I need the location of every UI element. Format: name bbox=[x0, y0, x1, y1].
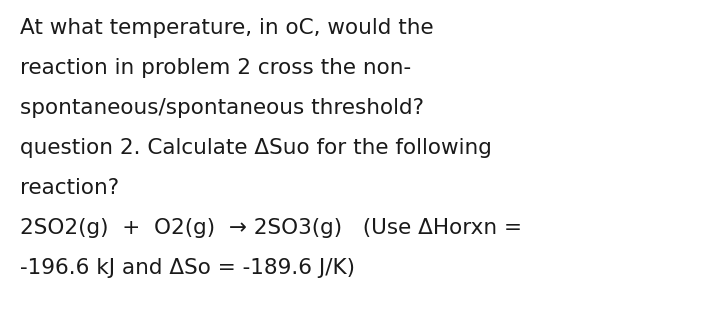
Text: At what temperature, in oC, would the: At what temperature, in oC, would the bbox=[20, 18, 433, 38]
Text: reaction?: reaction? bbox=[20, 178, 119, 198]
Text: reaction in problem 2 cross the non-: reaction in problem 2 cross the non- bbox=[20, 58, 411, 78]
Text: -196.6 kJ and ΔSo = -189.6 J/K): -196.6 kJ and ΔSo = -189.6 J/K) bbox=[20, 258, 355, 278]
Text: 2SO2(g)  +  O2(g)  → 2SO3(g)   (Use ΔHorxn =: 2SO2(g) + O2(g) → 2SO3(g) (Use ΔHorxn = bbox=[20, 218, 522, 238]
Text: spontaneous/spontaneous threshold?: spontaneous/spontaneous threshold? bbox=[20, 98, 424, 118]
Text: question 2. Calculate ΔSuo for the following: question 2. Calculate ΔSuo for the follo… bbox=[20, 138, 492, 158]
